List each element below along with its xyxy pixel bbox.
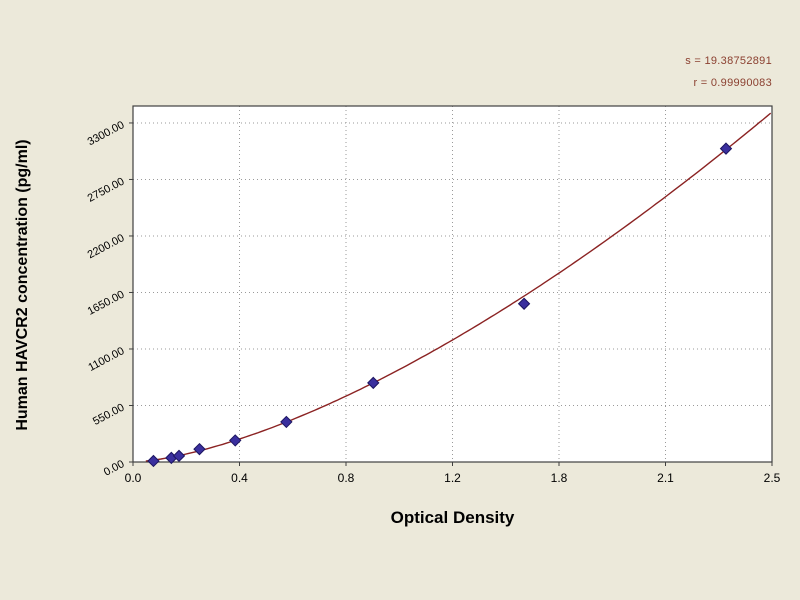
svg-text:1.2: 1.2 (444, 471, 461, 485)
svg-text:1.8: 1.8 (551, 471, 568, 485)
y-axis-title: Human HAVCR2 concentration (pg/ml) (14, 139, 31, 431)
svg-text:0.4: 0.4 (231, 471, 248, 485)
fit-r-value: r = 0.99990083 (693, 77, 772, 89)
svg-text:0.00: 0.00 (102, 458, 127, 479)
svg-text:0.0: 0.0 (125, 471, 142, 485)
svg-text:2750.00: 2750.00 (86, 176, 127, 205)
svg-text:1650.00: 1650.00 (86, 289, 127, 318)
svg-text:3300.00: 3300.00 (86, 119, 127, 148)
svg-text:1100.00: 1100.00 (86, 345, 126, 374)
x-axis-title: Optical Density (390, 508, 515, 527)
svg-text:550.00: 550.00 (91, 402, 126, 428)
svg-text:2200.00: 2200.00 (86, 232, 127, 261)
svg-text:2.5: 2.5 (764, 471, 781, 485)
fit-s-value: s = 19.38752891 (685, 55, 772, 67)
fit-statistics: s = 19.38752891 r = 0.99990083 (685, 50, 772, 94)
svg-text:2.1: 2.1 (657, 471, 674, 485)
svg-text:0.8: 0.8 (338, 471, 355, 485)
